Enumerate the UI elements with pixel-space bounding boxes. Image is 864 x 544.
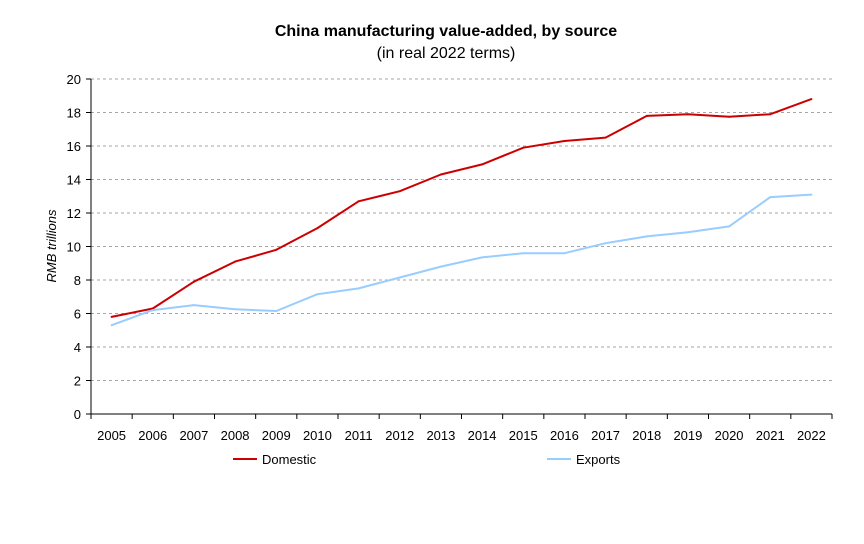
data-point-domestic-2017 [604,136,607,139]
x-tick-label-2012: 2012 [385,428,414,443]
x-tick-label-2022: 2022 [797,428,826,443]
data-point-domestic-2020 [728,115,731,118]
x-tick-label-2011: 2011 [345,428,373,443]
data-point-exports-2012 [398,276,401,279]
data-point-exports-2006 [151,309,154,312]
data-point-domestic-2021 [769,113,772,116]
tick-labels: 0 2 4 6 8 10 12 14 16 18 20 2005 2006 2007 2008 2009 201… [67,72,826,443]
data-point-domestic-2016 [563,140,566,142]
data-point-domestic-2008 [234,260,237,263]
data-point-domestic-2007 [192,280,195,283]
x-tick-label-2016: 2016 [550,428,579,443]
data-point-exports-2008 [234,308,237,311]
x-tick-label-2005: 2005 [97,428,126,443]
data-point-exports-2014 [481,256,484,259]
data-point-exports-2017 [604,242,607,245]
data-point-domestic-2005 [110,315,113,318]
data-point-domestic-2019 [686,113,689,116]
data-point-exports-2007 [192,304,195,307]
y-tick-label-8: 8 [74,273,81,288]
data-point-exports-2013 [439,265,442,268]
data-point-exports-2021 [769,196,772,199]
x-tick-label-2008: 2008 [221,428,250,443]
data-point-exports-2019 [686,231,689,234]
data-point-exports-2020 [728,225,731,228]
y-tick-label-2: 2 [74,374,81,389]
x-tick-label-2021: 2021 [756,428,785,443]
chart-subtitle: (in real 2022 terms) [377,45,516,62]
x-tick-label-2017: 2017 [591,428,620,443]
y-tick-label-18: 18 [67,106,81,121]
chart-title: China manufacturing value-added, by sour… [275,23,617,40]
data-point-domestic-2014 [481,163,484,166]
y-tick-label-4: 4 [74,340,81,355]
x-tick-label-2006: 2006 [138,428,167,443]
data-point-exports-2009 [275,310,278,312]
data-point-exports-2010 [316,293,319,296]
y-tick-label-6: 6 [74,307,81,322]
data-point-exports-2015 [522,252,525,255]
data-point-exports-2016 [563,252,566,255]
data-point-domestic-2012 [398,190,401,193]
y-tick-label-16: 16 [67,139,81,154]
series-lines [110,98,813,327]
data-point-exports-2005 [110,324,113,327]
x-tick-label-2020: 2020 [715,428,744,443]
y-tick-label-14: 14 [67,173,81,188]
data-point-domestic-2006 [151,307,154,310]
y-tick-label-0: 0 [74,407,81,422]
data-point-domestic-2011 [357,200,360,203]
series-line-domestic [111,98,812,318]
data-point-domestic-2015 [522,146,525,149]
data-point-domestic-2018 [645,114,648,117]
x-tick-label-2015: 2015 [509,428,538,443]
y-axis-label: RMB trillions [44,209,59,282]
data-point-domestic-2010 [316,227,319,230]
data-point-exports-2022 [810,193,813,196]
y-tick-label-12: 12 [67,206,81,221]
x-tick-label-2007: 2007 [179,428,208,443]
gridlines [91,78,832,381]
x-tick-label-2014: 2014 [468,428,497,443]
x-tick-label-2019: 2019 [673,428,702,443]
legend-label-exports: Exports [576,452,621,467]
axes [86,78,833,419]
x-tick-label-2009: 2009 [262,428,291,443]
data-point-exports-2018 [645,235,648,238]
x-tick-label-2013: 2013 [426,428,455,443]
series-line-exports [111,193,812,327]
data-point-exports-2011 [357,287,360,290]
legend: Domestic Exports [233,452,621,467]
data-point-domestic-2009 [275,248,278,251]
legend-label-domestic: Domestic [262,452,317,467]
x-tick-label-2010: 2010 [303,428,332,443]
x-tick-label-2018: 2018 [632,428,661,443]
data-point-domestic-2022 [810,98,813,101]
y-tick-label-20: 20 [67,72,81,87]
data-point-domestic-2013 [439,173,442,176]
y-tick-label-10: 10 [67,240,81,255]
